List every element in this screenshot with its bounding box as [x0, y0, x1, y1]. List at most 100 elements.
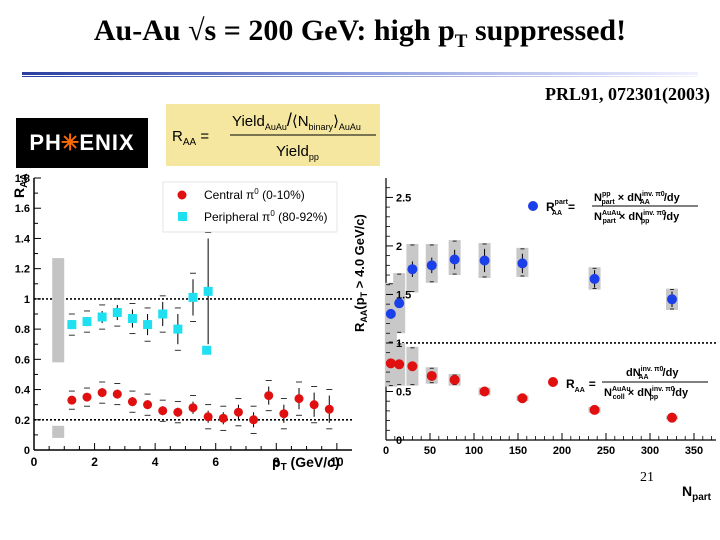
- legend-coll-marker: [548, 377, 558, 387]
- right-legend-coll: RAA = dNinv. π0 AA/dy NAuAu coll × dNinv. π…: [548, 366, 708, 401]
- peripheral-data-point: [97, 312, 107, 322]
- formula-numerator: YieldAuAu/⟨Nbinary⟩AuAu: [232, 110, 361, 132]
- left-ytick-label: 0.8: [15, 324, 30, 336]
- legend-coll-lhs: RAA =: [566, 377, 596, 394]
- left-legend-box: [162, 181, 338, 233]
- left-ytick-label: 0.4: [15, 385, 31, 397]
- peripheral-data-point: [158, 309, 168, 319]
- central-data-point: [279, 409, 289, 419]
- formula-svg: RAA = YieldAuAu/⟨Nbinary⟩AuAu Yieldpp: [172, 110, 376, 162]
- legend-part-lhs: Rpart AA =: [546, 199, 575, 217]
- legend-part-marker: [528, 201, 538, 211]
- peripheral-data-point: [188, 292, 198, 302]
- central-data-point: [97, 388, 107, 398]
- raa-coll-data-point: [385, 358, 396, 369]
- right-xtick-label: 300: [641, 445, 659, 457]
- right-xtick-label: 350: [685, 445, 703, 457]
- right-xtick-label: 0: [383, 445, 389, 457]
- right-xtick-label: 100: [465, 445, 483, 457]
- central-data-point: [127, 397, 137, 407]
- right-ytick-label: 1: [396, 338, 402, 350]
- left-xtick-label: 8: [273, 455, 280, 469]
- central-data-point: [294, 394, 304, 404]
- formula-denominator: Yieldpp: [276, 143, 319, 162]
- central-data-point: [324, 404, 334, 414]
- central-data-point: [218, 413, 228, 423]
- raa-part-data-point: [667, 294, 677, 305]
- peripheral-data-point: [203, 286, 213, 296]
- left-xtick-label: 0: [31, 455, 38, 469]
- raa-part-data-point: [394, 298, 405, 309]
- legend-peripheral-marker: [178, 212, 187, 221]
- formula-lhs: RAA =: [172, 128, 209, 148]
- right-xlabel: Npart: [682, 483, 712, 503]
- left-ytick-label: 1.4: [15, 233, 31, 245]
- legend-coll-denominator: NAuAu coll × dNinv. π0 pp/dy: [604, 386, 689, 401]
- title-suffix: suppressed!: [467, 14, 627, 47]
- right-xtick-label: 250: [597, 445, 615, 457]
- legend-part-denominator: NAuAu part × dNinv. π0 pp/dy: [594, 210, 680, 225]
- title-sub: T: [454, 31, 468, 52]
- raa-coll-data-point: [426, 370, 437, 381]
- left-ytick-label: 0.2: [15, 415, 30, 427]
- central-data-point: [249, 415, 259, 425]
- left-xtick-label: 6: [212, 455, 219, 469]
- title-rule-thin: [22, 76, 698, 77]
- left-ylabel: RAA: [11, 173, 30, 198]
- raa-part-data-point: [589, 273, 600, 284]
- central-data-point: [309, 400, 319, 410]
- legend-coll-numerator: dNinv. π0 AA/dy: [626, 366, 679, 381]
- central-data-point: [188, 403, 198, 413]
- raa-coll-data-point: [667, 412, 677, 423]
- logo-text-right: ENIX: [79, 130, 135, 155]
- right-xtick-label: 150: [509, 445, 527, 457]
- raa-coll-data-point: [589, 404, 600, 415]
- left-ytick-label: 1: [24, 294, 30, 306]
- left-sys-band-peripheral: [52, 258, 65, 363]
- peripheral-data-point: [202, 345, 212, 355]
- left-xtick-label: 2: [91, 455, 98, 469]
- legend-peripheral-label: Peripheral π0 (80-92%): [204, 209, 327, 224]
- right-ylabel: RAA(pT > 4.0 GeV/c): [352, 214, 369, 332]
- raa-definition-formula: RAA = YieldAuAu/⟨Nbinary⟩AuAu Yieldpp: [166, 104, 380, 166]
- central-data-point: [143, 400, 153, 410]
- peripheral-data-point: [173, 324, 183, 334]
- left-legend: Central π0 (0-10%) Peripheral π0 (80-92%…: [162, 181, 338, 233]
- raa-part-data-point: [449, 254, 460, 265]
- raa-coll-data-point: [394, 359, 405, 370]
- raa-coll-data-point: [449, 374, 460, 385]
- central-data-point: [158, 406, 168, 416]
- legend-central-marker: [177, 190, 187, 200]
- raa-part-data-point: [517, 258, 528, 269]
- central-data-point: [112, 389, 122, 399]
- left-sys-band-central: [52, 425, 65, 438]
- left-ytick-label: 0: [24, 445, 30, 457]
- left-ytick-label: 1.2: [15, 264, 30, 276]
- raa-part-data-point: [479, 255, 490, 266]
- raa-vs-npart-chart: 00.511.522.50 50 100 150 200 250 300 350 RAA(pT…: [352, 178, 716, 503]
- central-data-point: [67, 395, 77, 405]
- right-ytick-label: 0.5: [396, 386, 411, 398]
- right-xtick-label: 200: [553, 445, 571, 457]
- peripheral-data-point: [112, 307, 122, 317]
- slide-title: Au-Au √s = 200 GeV: high pT suppressed!: [0, 14, 720, 53]
- raa-part-data-point: [385, 308, 396, 319]
- legend-central-label: Central π0 (0-10%): [204, 187, 305, 202]
- central-data-point: [233, 407, 243, 417]
- peripheral-data-point: [67, 320, 77, 330]
- peripheral-data-point: [82, 317, 92, 327]
- right-ytick-label: 2.5: [396, 192, 411, 204]
- peripheral-data-point: [127, 314, 137, 324]
- legend-part-numerator: Npp part × dNinv. π0 AA/dy: [594, 191, 681, 206]
- left-ytick-label: 1.6: [15, 203, 30, 215]
- reference-citation: PRL91, 072301(2003): [545, 84, 710, 104]
- right-legend-part: Rpart AA = Npp part × dNinv. π0 AA/dy NAuAu p…: [528, 191, 698, 225]
- right-ytick-label: 2: [396, 241, 402, 253]
- right-xtick-label: 50: [424, 445, 436, 457]
- left-xtick-label: 10: [330, 455, 344, 469]
- raa-part-data-point: [426, 260, 437, 271]
- raa-part-data-point: [407, 264, 418, 275]
- title-prefix: Au-Au: [93, 14, 189, 47]
- logo-star-icon: ✳: [60, 130, 81, 155]
- left-ytick-label: 1.8: [15, 173, 30, 185]
